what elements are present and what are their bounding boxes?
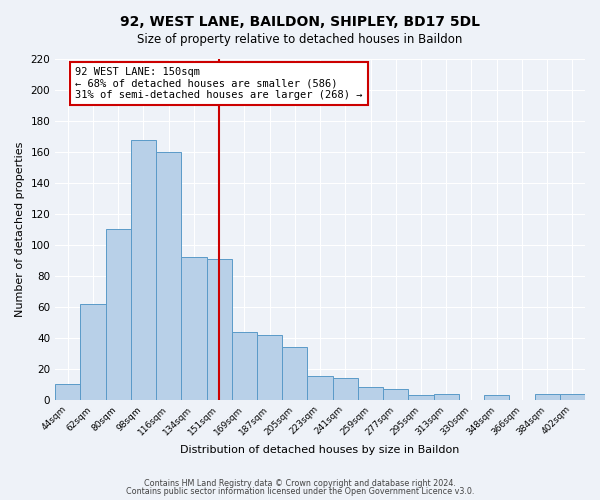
- Bar: [282, 347, 307, 400]
- Bar: [80, 304, 106, 400]
- Bar: [535, 394, 560, 400]
- Bar: [332, 378, 358, 400]
- Bar: [106, 230, 131, 400]
- Bar: [409, 395, 434, 400]
- Bar: [358, 388, 383, 400]
- Text: Size of property relative to detached houses in Baildon: Size of property relative to detached ho…: [137, 32, 463, 46]
- Y-axis label: Number of detached properties: Number of detached properties: [15, 142, 25, 317]
- Bar: [131, 140, 156, 400]
- Bar: [307, 376, 332, 400]
- Bar: [232, 332, 257, 400]
- Bar: [206, 259, 232, 400]
- X-axis label: Distribution of detached houses by size in Baildon: Distribution of detached houses by size …: [181, 445, 460, 455]
- Text: 92 WEST LANE: 150sqm
← 68% of detached houses are smaller (586)
31% of semi-deta: 92 WEST LANE: 150sqm ← 68% of detached h…: [76, 66, 363, 100]
- Bar: [484, 395, 509, 400]
- Bar: [181, 257, 206, 400]
- Bar: [434, 394, 459, 400]
- Bar: [560, 394, 585, 400]
- Bar: [156, 152, 181, 400]
- Bar: [55, 384, 80, 400]
- Text: Contains HM Land Registry data © Crown copyright and database right 2024.: Contains HM Land Registry data © Crown c…: [144, 478, 456, 488]
- Text: 92, WEST LANE, BAILDON, SHIPLEY, BD17 5DL: 92, WEST LANE, BAILDON, SHIPLEY, BD17 5D…: [120, 15, 480, 29]
- Text: Contains public sector information licensed under the Open Government Licence v3: Contains public sector information licen…: [126, 487, 474, 496]
- Bar: [383, 389, 409, 400]
- Bar: [257, 334, 282, 400]
